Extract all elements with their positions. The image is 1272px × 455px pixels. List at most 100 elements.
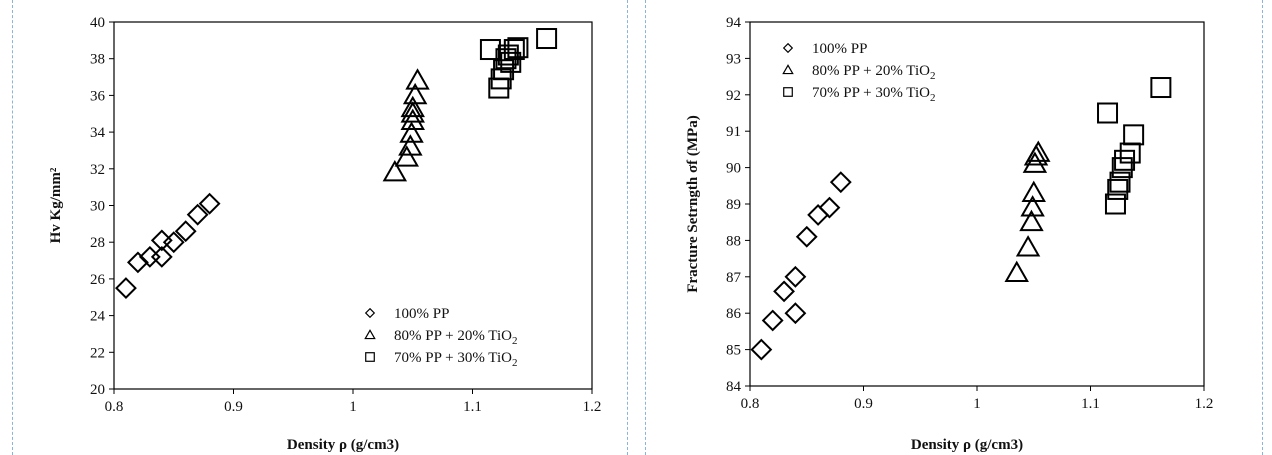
hardness-plot: 20 22 24 26 28 30 32 34 36 38 40 0.8 0.9 1 1.1 1.2 Densi… bbox=[48, 15, 601, 453]
data-point bbox=[198, 192, 221, 215]
y-tick-label: 22 bbox=[90, 345, 105, 361]
data-point bbox=[1111, 157, 1133, 179]
data-point bbox=[807, 204, 830, 226]
data-point bbox=[364, 329, 376, 340]
data-point bbox=[1015, 235, 1041, 257]
y-tick-label: 40 bbox=[90, 15, 105, 31]
series-diamond bbox=[115, 192, 221, 299]
legend-label: 70% PP + 30% TiO2 bbox=[812, 85, 935, 104]
data-point bbox=[1150, 77, 1172, 99]
data-point bbox=[115, 277, 137, 299]
data-point bbox=[400, 95, 425, 118]
x-axis-title: Density ρ (g/cm3) bbox=[287, 437, 399, 453]
plot-frame bbox=[113, 21, 593, 390]
data-point bbox=[364, 307, 376, 319]
data-point bbox=[829, 171, 852, 194]
panel-divider bbox=[627, 0, 628, 455]
data-point bbox=[1123, 124, 1145, 146]
data-point bbox=[750, 338, 773, 361]
data-point bbox=[1026, 140, 1051, 162]
legend-label: 70% PP + 30% TiO2 bbox=[394, 350, 517, 369]
y-tick-label: 26 bbox=[90, 272, 106, 288]
data-point bbox=[1114, 149, 1136, 171]
y-tick-label: 91 bbox=[726, 124, 741, 140]
data-point bbox=[405, 68, 430, 90]
data-point bbox=[1004, 260, 1029, 283]
data-point bbox=[1019, 209, 1044, 232]
legend-label: 100% PP bbox=[812, 41, 867, 57]
legend: 100% PP 80% PP + 20% TiO2 70% PP + 30% TiO… bbox=[782, 41, 935, 104]
y-tick-label: 38 bbox=[90, 52, 105, 68]
y-tick-label: 89 bbox=[726, 197, 741, 213]
data-point bbox=[382, 159, 408, 182]
x-tick-label: 0.9 bbox=[224, 399, 243, 415]
x-tick-label: 1.2 bbox=[583, 399, 602, 415]
x-tick-label: 0.9 bbox=[854, 396, 873, 412]
data-point bbox=[782, 42, 794, 54]
data-point bbox=[784, 302, 807, 325]
y-tick-label: 20 bbox=[90, 382, 105, 398]
data-point bbox=[1104, 193, 1126, 215]
x-tick-label: 1 bbox=[973, 396, 981, 412]
data-point bbox=[394, 145, 419, 167]
y-tick-label: 34 bbox=[90, 125, 106, 141]
legend-label: 100% PP bbox=[394, 306, 449, 322]
y-tick-label: 36 bbox=[90, 88, 106, 104]
data-point bbox=[1097, 102, 1119, 124]
y-tick-label: 87 bbox=[726, 270, 742, 286]
data-point bbox=[493, 59, 515, 81]
x-tick-label: 0.8 bbox=[741, 396, 760, 412]
data-point bbox=[400, 108, 425, 130]
y-tick-label: 84 bbox=[726, 379, 742, 395]
y-axis-title: Fracture Setrngth σf (MPa) bbox=[685, 115, 701, 292]
x-axis-title: Density ρ (g/cm3) bbox=[911, 437, 1023, 453]
panel-divider bbox=[1262, 0, 1263, 455]
data-point bbox=[1021, 180, 1046, 202]
y-axis-title: Hv Kg/mm² bbox=[48, 167, 64, 243]
data-point bbox=[536, 28, 558, 50]
legend-label: 80% PP + 20% TiO2 bbox=[394, 328, 517, 347]
data-point bbox=[1109, 171, 1131, 193]
data-point bbox=[500, 51, 522, 73]
panel-divider bbox=[12, 0, 13, 455]
fracture-strength-plot: 84 85 86 87 88 89 90 91 92 93 94 0.8 0.9 1 1.1 1.2 Densi… bbox=[685, 15, 1213, 453]
data-point bbox=[1119, 142, 1141, 164]
data-point bbox=[126, 251, 149, 274]
data-point bbox=[818, 196, 841, 219]
panel-divider bbox=[645, 0, 646, 455]
data-point bbox=[503, 39, 525, 61]
data-point bbox=[784, 265, 807, 288]
data-point bbox=[174, 220, 197, 243]
data-point bbox=[365, 352, 375, 362]
data-point bbox=[399, 121, 424, 143]
y-tick-label: 30 bbox=[90, 199, 105, 215]
x-tick-label: 1.1 bbox=[1081, 396, 1100, 412]
y-tick-label: 85 bbox=[726, 343, 741, 359]
series-triangle bbox=[1004, 140, 1051, 283]
data-point bbox=[162, 231, 185, 254]
legend-label: 80% PP + 20% TiO2 bbox=[812, 63, 935, 82]
y-tick-label: 92 bbox=[726, 88, 741, 104]
data-point bbox=[761, 309, 784, 332]
data-point bbox=[1020, 195, 1045, 217]
data-point bbox=[795, 225, 818, 248]
data-point bbox=[507, 37, 529, 59]
data-point bbox=[186, 203, 209, 226]
data-point bbox=[782, 64, 794, 75]
data-point bbox=[150, 245, 173, 268]
data-point bbox=[402, 82, 428, 105]
y-tick-label: 24 bbox=[90, 309, 106, 325]
data-point bbox=[398, 134, 423, 156]
y-tick-label: 94 bbox=[726, 15, 742, 31]
series-square bbox=[479, 28, 558, 99]
y-tick-label: 32 bbox=[90, 162, 105, 178]
x-tick-label: 1.2 bbox=[1195, 396, 1214, 412]
data-point bbox=[1107, 178, 1129, 200]
data-point bbox=[1022, 151, 1048, 173]
data-point bbox=[783, 87, 793, 97]
x-tick-label: 0.8 bbox=[105, 399, 124, 415]
legend: 100% PP 80% PP + 20% TiO2 70% PP + 30% TiO… bbox=[364, 306, 517, 369]
y-tick-label: 93 bbox=[726, 51, 741, 67]
